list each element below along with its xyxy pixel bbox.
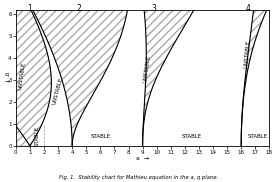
- Text: STABLE: STABLE: [182, 134, 202, 139]
- Text: STABLE: STABLE: [34, 126, 39, 146]
- Text: UNSTABLE: UNSTABLE: [52, 77, 64, 105]
- Text: UNSTABLE: UNSTABLE: [142, 55, 151, 83]
- Text: 4: 4: [246, 4, 251, 13]
- Text: UNSTABLE: UNSTABLE: [243, 39, 250, 68]
- Text: STABLE: STABLE: [248, 134, 268, 139]
- X-axis label: a  →: a →: [136, 157, 149, 161]
- Text: Fig. 1.  Stability chart for Mathieu equation in the a, q plane.: Fig. 1. Stability chart for Mathieu equa…: [59, 175, 218, 180]
- Y-axis label: q
→: q →: [4, 72, 9, 83]
- Text: 3: 3: [152, 4, 156, 13]
- Text: 2: 2: [77, 4, 82, 13]
- Text: STABLE: STABLE: [90, 134, 111, 139]
- Text: UNSTABLE: UNSTABLE: [18, 61, 27, 90]
- Text: 1: 1: [27, 4, 32, 13]
